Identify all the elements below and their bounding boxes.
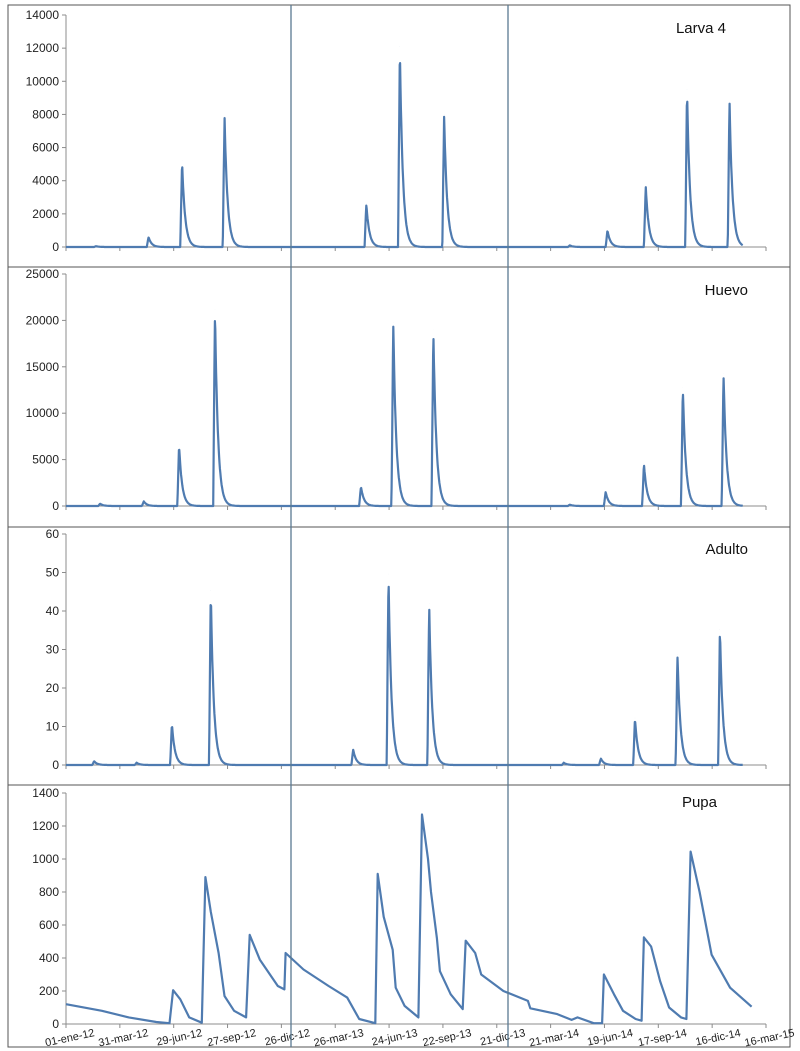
y-tick-label: 4000 [32,174,59,188]
y-tick-label: 15000 [26,360,60,374]
y-tick-label: 10000 [26,406,60,420]
x-tick-label: 29-jun-12 [155,1027,203,1048]
y-tick-label: 1200 [32,819,59,833]
y-tick-label: 10 [46,720,60,734]
panel-larva-4: Larva 4 0 2000 4000 6000 8000 10000 12000 14000 [7,4,791,268]
x-tick-label: 16-dic-14 [694,1027,741,1048]
y-tick-label: 10000 [26,74,60,88]
y-tick-label: 600 [39,918,59,932]
y-tick-label: 12000 [26,41,60,55]
panel-title: Huevo [705,282,748,299]
panel-title: Adulto [705,541,748,558]
y-tick-label: 200 [39,984,59,998]
x-tick-label: 31-mar-12 [97,1027,149,1049]
y-tick-label: 14000 [26,8,60,22]
y-tick-label: 40 [46,604,60,618]
y-tick-label: 30 [46,643,60,657]
y-tick-label: 0 [52,758,59,772]
y-tick-label: 5000 [32,453,59,467]
y-tick-label: 60 [46,527,60,541]
y-tick-label: 1000 [32,852,59,866]
series-line [65,813,753,1025]
panel-adulto: Adulto 0 10 20 30 40 50 60 [7,526,791,786]
y-tick-label: 800 [39,885,59,899]
y-tick-label: 0 [52,1017,59,1031]
series-line [65,320,744,508]
y-tick-label: 400 [39,951,59,965]
plot-frame [7,526,791,786]
y-tick-label: 0 [52,240,59,254]
x-tick-label: 26-mar-13 [313,1027,365,1049]
x-tick-label: 22-sep-13 [422,1027,473,1049]
x-tick-label: 21-dic-13 [479,1027,526,1048]
y-tick-label: 20000 [26,313,60,327]
y-tick-label: 20 [46,681,60,695]
y-tick-label: 50 [46,566,60,580]
y-tick-label: 8000 [32,107,59,121]
panel-title: Larva 4 [676,20,726,37]
plot-frame [7,784,791,1048]
y-tick-label: 2000 [32,207,59,221]
y-tick-label: 1400 [32,786,59,800]
panel-huevo: Huevo 0 5000 10000 15000 20000 25000 [7,266,791,528]
x-tick-label: 26-dic-12 [264,1027,311,1048]
y-tick-label: 6000 [32,141,59,155]
series-line [65,585,744,767]
x-tick-label: 17-sep-14 [637,1027,688,1049]
x-tick-label: 16-mar-15 [744,1027,796,1049]
x-tick-label: 27-sep-12 [206,1027,257,1049]
x-tick-label: 19-jun-14 [586,1027,634,1048]
y-tick-label: 25000 [26,267,60,281]
panel-title: Pupa [682,794,718,811]
x-tick-label: 21-mar-14 [528,1027,580,1049]
x-tick-label: 24-jun-13 [371,1027,419,1048]
plot-frame [7,266,791,528]
series-line [65,62,744,249]
y-tick-label: 0 [52,499,59,513]
